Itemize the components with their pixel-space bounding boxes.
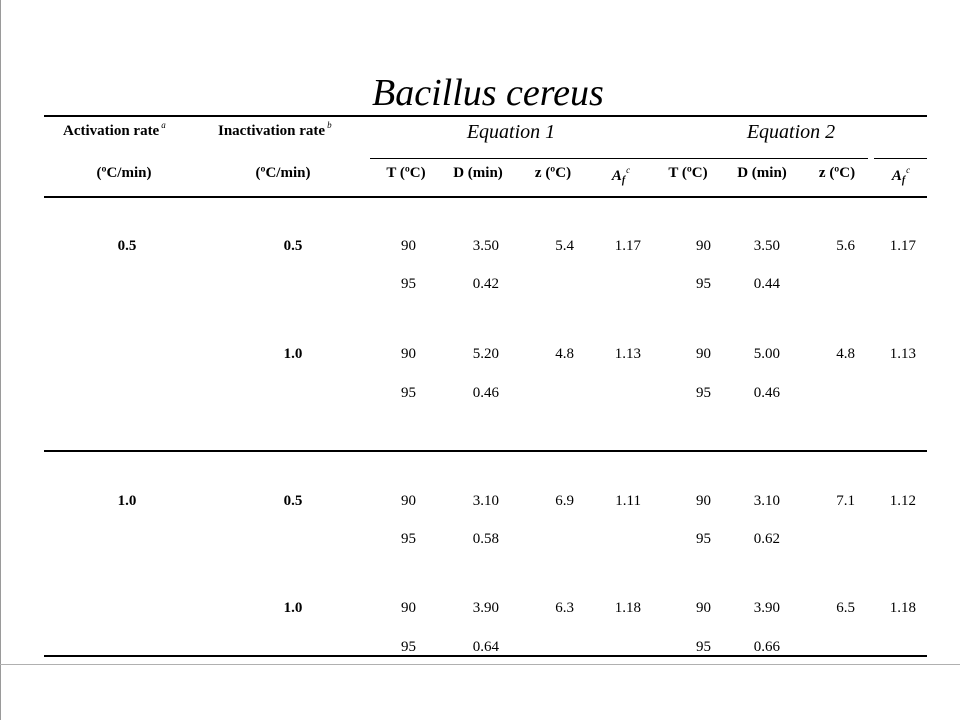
eq1-t-cell: 90	[401, 493, 416, 509]
inactivation-rate-value: 0.5	[283, 493, 303, 509]
eq1-d-cell: 0.58	[472, 531, 499, 547]
inactivation-rate-label: Inactivation rate	[218, 123, 326, 139]
eq2-af-header: Afc	[892, 166, 910, 186]
eq1-af-cell: 1.17	[614, 238, 641, 254]
eq1-af-header: Afc	[612, 166, 630, 186]
eq2-t-cell: 95	[696, 639, 711, 655]
activation-footnote-mark: a	[161, 120, 166, 130]
af-footnote-mark: c	[626, 165, 631, 175]
eq2-af-cell: 1.18	[889, 600, 916, 616]
slide-frame-bottom	[0, 664, 960, 665]
table-bottom-rule	[44, 655, 927, 657]
eq2-d-cell: 3.90	[753, 600, 780, 616]
inactivation-rate-value: 0.5	[283, 238, 303, 254]
eq2-d-header: D (min)	[737, 165, 787, 181]
eq2-z-cell: 5.6	[836, 238, 855, 254]
activation-unit: (ºC/min)	[96, 165, 152, 181]
eq2-af-cell: 1.17	[889, 238, 916, 254]
af-footnote-mark: c	[906, 165, 911, 175]
eq2-af-cell: 1.12	[889, 493, 916, 509]
eq1-z-cell: 6.9	[555, 493, 574, 509]
eq1-af-cell: 1.11	[615, 493, 641, 509]
eq2-t-cell: 90	[696, 493, 711, 509]
eq1-z-cell: 4.8	[555, 346, 574, 362]
eq2-d-cell: 3.10	[753, 493, 780, 509]
eq2-d-cell: 3.50	[753, 238, 780, 254]
eq1-t-header: T (ºC)	[386, 165, 426, 181]
eq1-t-cell: 90	[401, 346, 416, 362]
top-rule	[44, 115, 927, 117]
eq2-z-cell: 6.5	[836, 600, 855, 616]
eq2-t-cell: 95	[696, 531, 711, 547]
eq2-t-cell: 95	[696, 276, 711, 292]
eq1-z-cell: 5.4	[555, 238, 574, 254]
eq2-z-cell: 4.8	[836, 346, 855, 362]
eq1-z-header: z (ºC)	[534, 165, 572, 181]
eq1-t-cell: 90	[401, 238, 416, 254]
eq1-d-cell: 3.10	[472, 493, 499, 509]
activation-rate-label: Activation rate	[63, 123, 160, 139]
eq2-t-cell: 95	[696, 385, 711, 401]
group-divider-rule	[44, 450, 927, 452]
eq1-d-cell: 5.20	[472, 346, 499, 362]
eq2-d-cell: 0.66	[753, 639, 780, 655]
eq2-t-cell: 90	[696, 600, 711, 616]
eq1-d-header: D (min)	[453, 165, 503, 181]
equation2-underline	[874, 158, 927, 159]
eq2-t-cell: 90	[696, 238, 711, 254]
inactivation-rate-value: 1.0	[283, 600, 303, 616]
eq1-t-cell: 90	[401, 600, 416, 616]
table-title: Bacillus cereus	[372, 72, 604, 114]
eq2-d-cell: 5.00	[753, 346, 780, 362]
inactivation-footnote-mark: b	[327, 120, 332, 130]
eq1-t-cell: 95	[401, 276, 416, 292]
equation2-header: Equation 2	[746, 121, 836, 143]
af-subscript: f	[621, 175, 626, 186]
eq1-af-cell: 1.18	[614, 600, 641, 616]
eq1-t-cell: 95	[401, 639, 416, 655]
eq2-d-cell: 0.62	[753, 531, 780, 547]
af-symbol: A	[611, 168, 622, 184]
slide-frame-left	[0, 0, 1, 720]
eq2-d-cell: 0.46	[753, 385, 780, 401]
eq2-d-cell: 0.44	[753, 276, 780, 292]
af-symbol: A	[891, 168, 902, 184]
eq1-d-cell: 0.64	[472, 639, 499, 655]
activation-rate-value: 1.0	[117, 493, 137, 509]
activation-rate-header: Activation rate a	[63, 121, 166, 139]
eq1-af-cell: 1.13	[614, 346, 641, 362]
eq1-t-cell: 95	[401, 531, 416, 547]
eq1-d-cell: 0.42	[472, 276, 499, 292]
eq1-d-cell: 3.90	[472, 600, 499, 616]
activation-rate-value: 0.5	[117, 238, 137, 254]
eq2-t-header: T (ºC)	[668, 165, 708, 181]
inactivation-unit: (ºC/min)	[255, 165, 311, 181]
eq2-z-cell: 7.1	[836, 493, 855, 509]
eq1-t-cell: 95	[401, 385, 416, 401]
inactivation-rate-value: 1.0	[283, 346, 303, 362]
equation1-underline	[370, 158, 868, 159]
af-subscript: f	[901, 175, 906, 186]
header-bottom-rule	[44, 196, 927, 198]
equation1-header: Equation 1	[466, 121, 556, 143]
inactivation-rate-header: Inactivation rate b	[218, 121, 332, 139]
eq2-t-cell: 90	[696, 346, 711, 362]
eq1-d-cell: 3.50	[472, 238, 499, 254]
eq1-d-cell: 0.46	[472, 385, 499, 401]
eq2-af-cell: 1.13	[889, 346, 916, 362]
eq1-z-cell: 6.3	[555, 600, 574, 616]
eq2-z-header: z (ºC)	[818, 165, 856, 181]
